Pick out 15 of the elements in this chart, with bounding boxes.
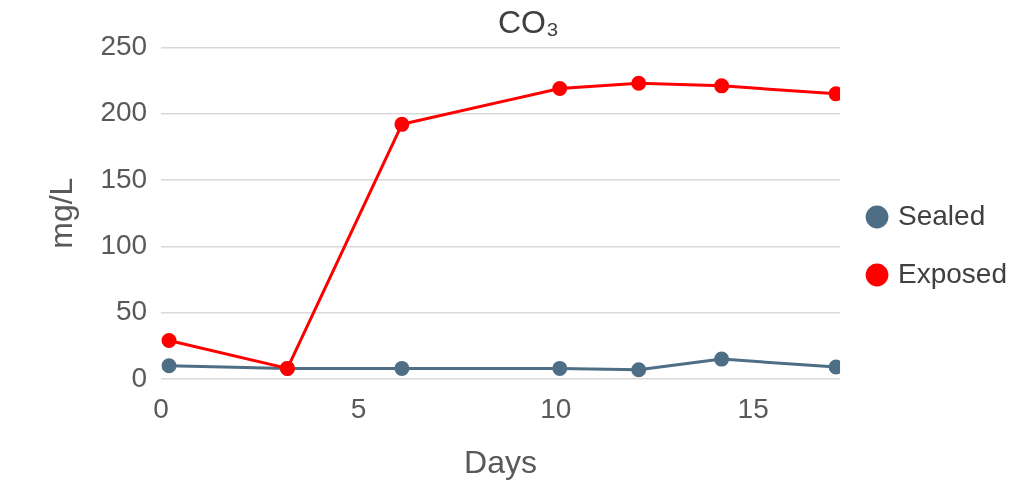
legend-label: Exposed bbox=[898, 257, 1007, 289]
x-tick-label: 0 bbox=[153, 392, 169, 424]
x-axis-title: Days bbox=[464, 443, 538, 480]
y-tick-label: 200 bbox=[100, 96, 148, 128]
x-tick-label: 15 bbox=[737, 392, 769, 424]
chart-title: CO₃ bbox=[497, 4, 560, 41]
y-tick-label: 50 bbox=[115, 295, 148, 327]
legend-label: Sealed bbox=[898, 199, 986, 231]
x-tick-label: 10 bbox=[540, 392, 572, 424]
y-tick-label: 150 bbox=[100, 162, 148, 194]
y-tick-label: 100 bbox=[100, 229, 148, 261]
x-tick-label: 5 bbox=[350, 392, 367, 424]
y-axis-title: mg/L bbox=[43, 177, 80, 249]
y-tick-label: 250 bbox=[100, 30, 148, 62]
y-tick-label: 0 bbox=[131, 361, 148, 393]
